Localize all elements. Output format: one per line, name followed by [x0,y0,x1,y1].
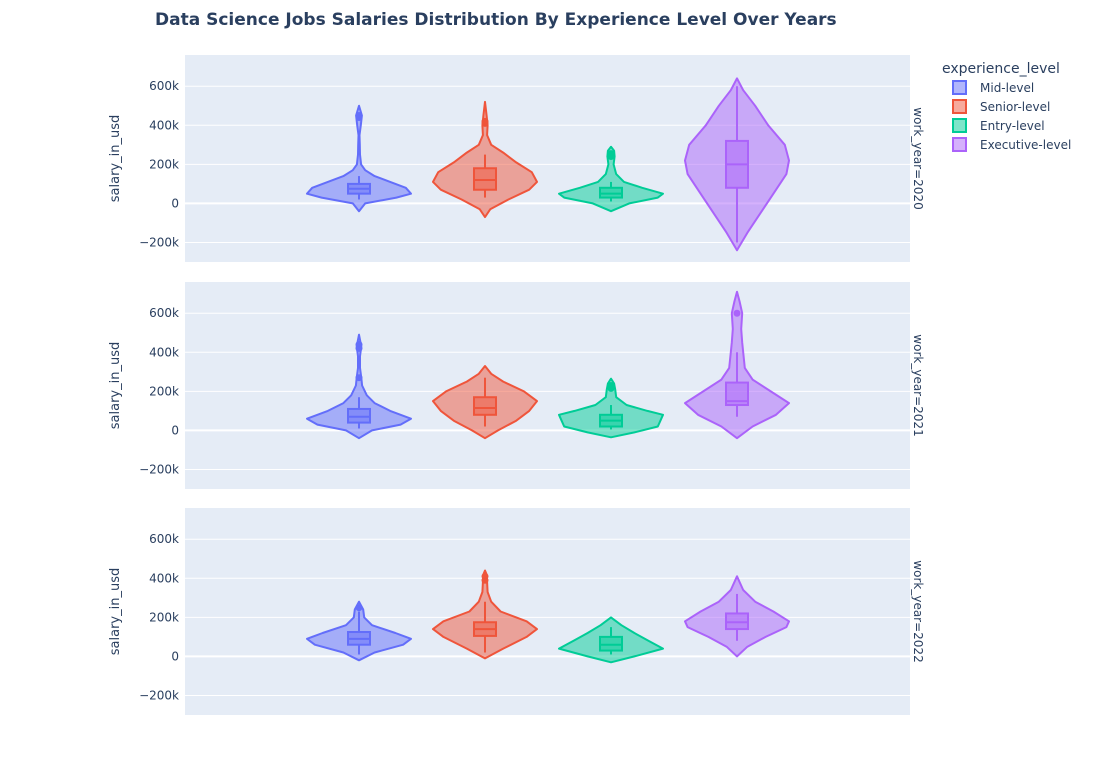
facet-label: work_year=2021 [911,334,925,436]
y-tick-label: 400k [149,571,179,585]
y-axis-label: salary_in_usd [108,568,123,655]
violin-trace [306,600,412,662]
legend-swatch [952,118,967,133]
y-tick-label: 600k [149,306,179,320]
y-axis-label: salary_in_usd [108,115,123,202]
chart-title: Data Science Jobs Salaries Distribution … [155,10,837,30]
outlier-point [355,112,363,120]
violin-trace [684,290,790,440]
outlier-point [355,604,363,612]
legend-label: Executive-level [980,138,1071,152]
y-axis-label: salary_in_usd [108,342,123,429]
facet-panel: 600k 400k 200k 0 −200k salary_in_usd work_year… [108,508,925,715]
outlier-point [481,572,489,580]
chart-legend: experience_level Mid-level Senior-level En… [942,61,1071,152]
chart-panels: 600k 400k 200k 0 −200k salary_in_usd work_year… [108,55,925,715]
violin-body [306,333,412,440]
violin-trace [306,333,412,440]
facet-label: work_year=2020 [911,107,925,209]
legend-label: Senior-level [980,100,1050,114]
y-tick-label: 600k [149,79,179,93]
legend-item[interactable]: Executive-level [952,137,1071,152]
outlier-point [733,309,741,317]
legend-item[interactable]: Entry-level [952,118,1045,133]
violin-trace [684,77,790,252]
y-tick-label: 400k [149,118,179,132]
legend-item[interactable]: Senior-level [952,99,1050,114]
outlier-point [607,382,615,389]
y-tick-label: 400k [149,345,179,359]
violin-trace [684,575,790,658]
violin-trace [558,145,664,213]
plot-background [185,282,910,489]
violin-trace [432,365,538,440]
legend-label: Entry-level [980,119,1045,133]
facet-panel: 600k 400k 200k 0 −200k salary_in_usd work_year… [108,55,925,262]
outlier-point [607,150,615,158]
y-tick-label: 200k [149,384,179,398]
y-tick-label: −200k [139,688,179,702]
outlier-point [481,117,489,125]
legend-swatch [952,137,967,152]
y-tick-label: 0 [171,423,179,437]
outlier-point [355,374,363,382]
y-tick-label: 0 [171,649,179,663]
y-tick-label: 200k [149,610,179,624]
violin-body [558,145,664,213]
violin-body [306,104,412,213]
facet-panel: 600k 400k 200k 0 −200k salary_in_usd work_year… [108,282,925,489]
violin-trace [558,616,664,664]
y-tick-label: 0 [171,196,179,210]
outlier-point [355,340,363,348]
violin-trace [432,569,538,660]
violin-trace [306,104,412,213]
legend-swatch [952,80,967,95]
iqr-box [725,381,749,407]
y-tick-label: −200k [139,235,179,249]
facet-label: work_year=2022 [911,560,925,662]
y-tick-label: 600k [149,532,179,546]
iqr-box [473,396,497,416]
legend-label: Mid-level [980,81,1034,95]
plot-background [185,508,910,715]
y-tick-label: −200k [139,462,179,476]
violin-trace [558,377,664,439]
violin-trace [432,100,538,219]
legend-swatch [952,99,967,114]
y-tick-label: 200k [149,157,179,171]
legend-title: experience_level [942,61,1060,77]
legend-item[interactable]: Mid-level [952,80,1034,95]
